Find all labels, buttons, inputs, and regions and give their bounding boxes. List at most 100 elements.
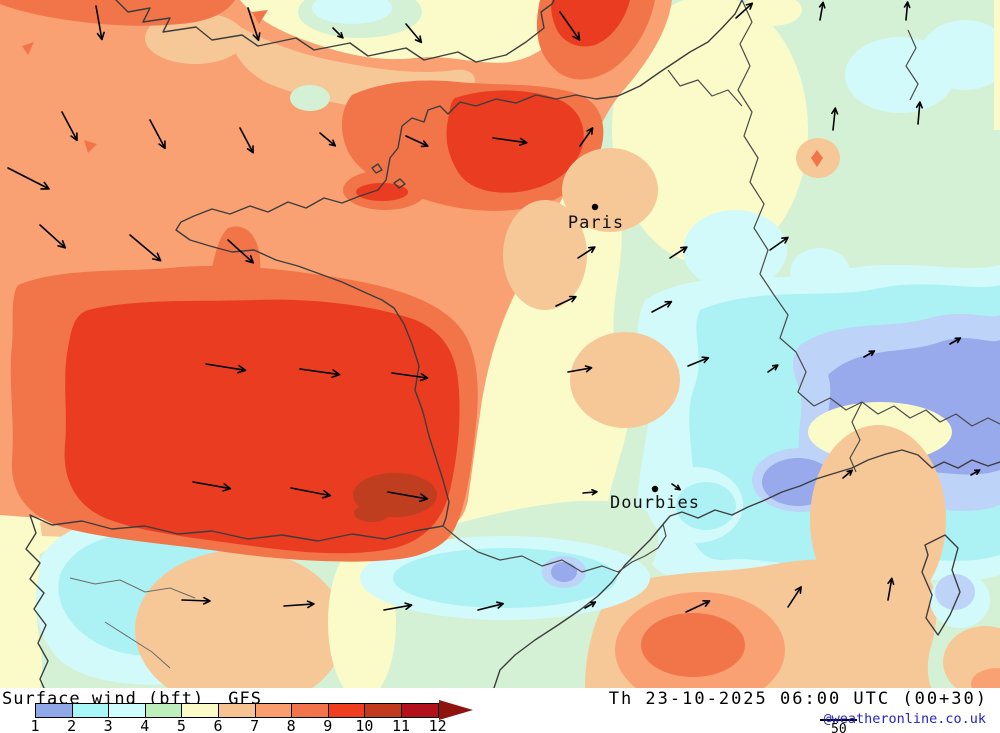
wind-speed-field [0, 0, 1000, 688]
wind-arrow [831, 107, 839, 131]
legend-tick: 2 [67, 717, 77, 733]
legend-cell [108, 703, 146, 718]
legend-arrowhead [438, 700, 473, 720]
wind-arrow [181, 596, 211, 605]
legend-cell [144, 703, 183, 718]
continental-coastline [25, 0, 743, 688]
border-pyrenees [442, 515, 671, 573]
city-dot-dourbies [651, 485, 659, 493]
legend-tick: 10 [355, 717, 374, 733]
wind-arrow [290, 487, 332, 499]
wind-arrow [149, 119, 166, 150]
border-germany [737, 0, 815, 407]
legend-cell [218, 703, 256, 718]
wind-arrow [7, 167, 50, 190]
wind-arrow [669, 246, 688, 259]
scale-bar-label: 50 [831, 722, 847, 733]
wind-arrow [247, 7, 261, 42]
wind-arrow [559, 11, 581, 41]
wind-arrow [391, 372, 429, 382]
wind-arrow [61, 111, 78, 142]
legend-tick: 11 [391, 717, 411, 733]
wind-arrow [405, 135, 429, 148]
wind-arrow [970, 469, 981, 476]
wind-arrow [477, 601, 504, 611]
wind-arrow [332, 27, 344, 39]
footer-bar: Surface wind (bft) GFS Th 23-10-2025 06:0… [0, 688, 1000, 733]
legend-tick: 6 [213, 717, 223, 733]
legend-cell [291, 703, 329, 718]
city-label-dourbies: Dourbies [610, 493, 700, 513]
border-alps [813, 397, 1000, 473]
wind-arrow [283, 600, 315, 609]
wind-arrow [842, 469, 853, 479]
mediterranean-coastline [493, 449, 1000, 688]
wind-arrow [651, 300, 673, 313]
wind-arrow [405, 23, 423, 44]
legend-cell [71, 703, 110, 718]
wind-arrow [735, 2, 754, 19]
wind-arrow [299, 368, 341, 378]
legend-cell [35, 703, 73, 718]
city-markers: Paris Dourbies [568, 203, 700, 513]
legend-tick: 4 [140, 717, 150, 733]
city-label-paris: Paris [568, 213, 624, 233]
legend-tick: 9 [323, 717, 333, 733]
wind-arrows [7, 1, 981, 613]
legend-cell [401, 703, 439, 718]
wind-arrow [949, 337, 962, 345]
scale-bar-line [820, 719, 857, 721]
border-belgium [667, 69, 743, 107]
wind-arrow [903, 1, 911, 21]
wind-arrow [577, 246, 596, 259]
legend-cell [327, 703, 366, 718]
wind-arrow [767, 364, 779, 373]
wind-arrow [671, 483, 681, 491]
wind-arrow [582, 489, 598, 496]
wind-arrow [584, 601, 597, 609]
wind-arrow [192, 481, 232, 492]
legend-cell [254, 703, 293, 718]
wind-arrow [787, 586, 802, 608]
city-dot-paris [591, 203, 599, 211]
legend-tick: 1 [30, 717, 40, 733]
channel-islands [371, 163, 406, 189]
wind-arrow [887, 577, 895, 601]
wind-arrow [387, 491, 429, 503]
datetime-label: Th 23-10-2025 06:00 UTC (00+30) [608, 689, 988, 709]
wind-arrow [915, 101, 923, 125]
wind-arrow [227, 239, 255, 264]
wind-arrow [492, 137, 528, 146]
wind-arrow [579, 127, 594, 147]
wind-arrow [818, 1, 826, 21]
legend-tick: 3 [103, 717, 113, 733]
wind-arrow [95, 5, 105, 41]
legend-tick: 5 [176, 717, 186, 733]
wind-arrow [319, 132, 337, 147]
wind-arrow [863, 350, 876, 358]
coastlines [25, 0, 1000, 688]
wind-arrow [567, 365, 593, 373]
wind-arrow [383, 602, 413, 611]
wind-arrow [39, 224, 67, 249]
england-coastline [115, 0, 555, 63]
wind-arrow [769, 236, 789, 251]
wind-arrow [685, 600, 711, 613]
wind-arrow [129, 234, 162, 262]
wind-arrow [205, 363, 247, 374]
legend-cell [181, 703, 219, 718]
weather-map: Paris Dourbies [0, 0, 1000, 688]
legend-cell [364, 703, 402, 718]
country-borders [69, 0, 1000, 669]
wind-arrow [687, 356, 710, 367]
spain-rivers [69, 577, 196, 669]
wind-arrow [555, 295, 577, 307]
corsica-outline [921, 534, 961, 636]
legend-tick: 12 [428, 717, 447, 733]
legend-tick: 8 [286, 717, 296, 733]
border-netherlands [905, 29, 919, 101]
copyright-label: @weatheronline.co.uk [823, 711, 986, 727]
wind-arrow [239, 127, 254, 154]
legend-tick: 7 [250, 717, 260, 733]
